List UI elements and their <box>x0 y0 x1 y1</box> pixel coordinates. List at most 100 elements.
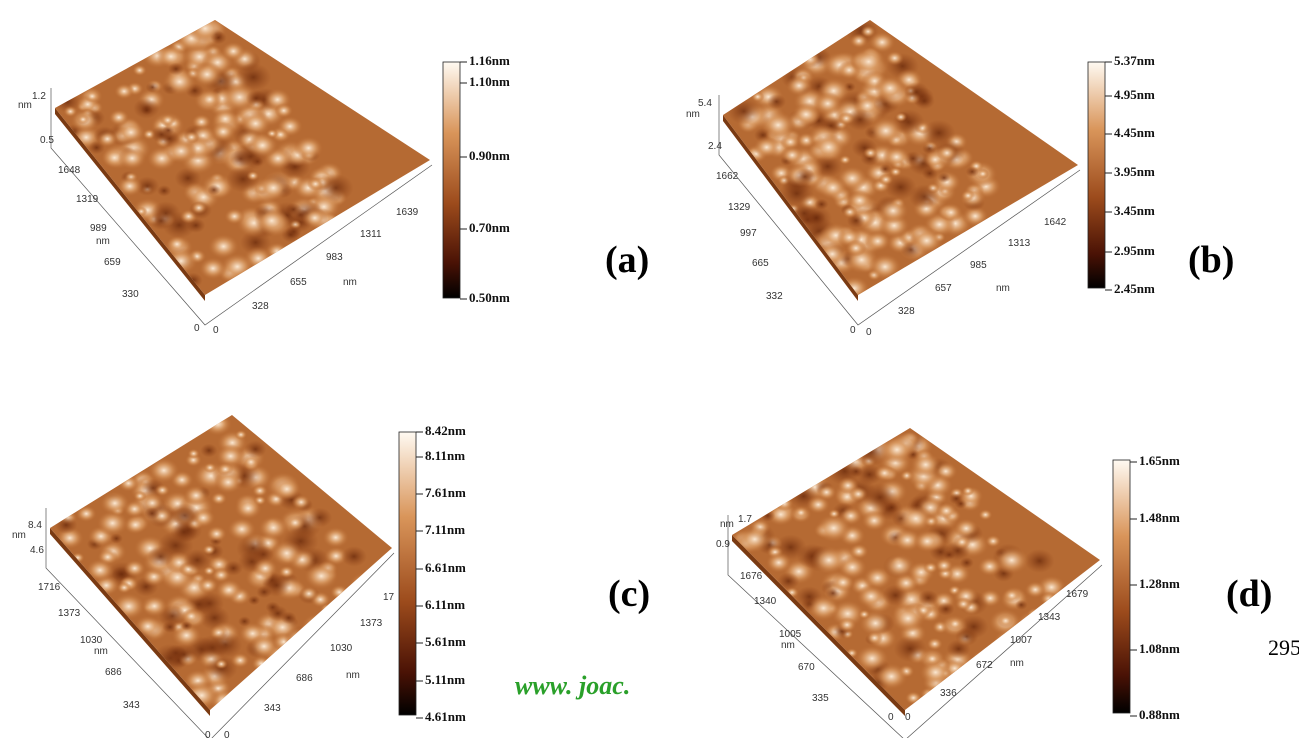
surface-peak <box>198 90 220 108</box>
surface-peak <box>883 146 911 168</box>
y-axis-label: 328 <box>252 301 269 312</box>
panel-label: (c) <box>608 573 650 615</box>
z-axis-label: 2.4 <box>708 141 722 152</box>
surface-pit <box>909 184 940 209</box>
x-axis-label: nm <box>781 640 795 651</box>
x-axis-label: 997 <box>740 228 757 239</box>
surface-pit <box>937 602 954 616</box>
y-axis-label: nm <box>343 277 357 288</box>
surface-peak <box>247 171 260 181</box>
surface-peak <box>913 530 941 552</box>
colorbar-label: 5.11nm <box>425 672 465 687</box>
surface-peak <box>124 560 146 577</box>
y-axis-label: 1007 <box>1010 635 1033 646</box>
surface-peak <box>905 691 922 705</box>
surface-peak <box>167 236 188 253</box>
colorbar-label: 3.95nm <box>1114 164 1155 179</box>
z-axis-label: nm <box>720 519 734 530</box>
y-axis-label: 1679 <box>1066 589 1089 600</box>
z-axis-label: 5.4 <box>698 98 712 109</box>
surface-peak <box>302 614 332 638</box>
surface-pit <box>966 166 979 177</box>
y-axis-label: 983 <box>326 252 343 263</box>
surface-pit <box>285 203 301 216</box>
surface-peak <box>155 484 170 496</box>
surface-peak <box>947 617 964 630</box>
surface-pit <box>150 212 172 230</box>
x-axis-label: 0 <box>194 323 200 334</box>
colorbar-label: 1.16nm <box>469 53 510 68</box>
surface-peak <box>955 597 972 610</box>
colorbar-label: 0.50nm <box>469 290 510 305</box>
surface-peak <box>856 585 885 608</box>
surface-peak <box>160 114 176 126</box>
colorbar-label: 0.70nm <box>469 220 510 235</box>
surface-peak <box>775 496 794 511</box>
surface-peak <box>794 507 809 519</box>
surface-peak <box>1046 595 1066 611</box>
afm-panel: 5.4nm2.41662132999766533200328657985nm13… <box>686 17 1234 338</box>
surface-peak <box>183 485 209 506</box>
surface-peak <box>251 656 271 672</box>
surface-peak <box>215 659 228 669</box>
surface-peak <box>865 231 891 252</box>
surface-pit <box>278 645 299 662</box>
surface-peak <box>1003 588 1021 602</box>
x-axis-label: 0 <box>205 730 211 738</box>
surface-peak <box>214 471 243 494</box>
y-axis-label: 17 <box>383 592 395 603</box>
surface-peak <box>899 505 932 532</box>
colorbar-label: 6.11nm <box>425 597 465 612</box>
y-axis-label: 0 <box>866 327 872 338</box>
surface-pit <box>207 185 220 196</box>
colorbar <box>443 62 460 298</box>
surface-pit <box>794 168 816 185</box>
surface-pit <box>55 516 77 534</box>
surface-peak <box>328 600 355 622</box>
surface-peak <box>953 535 970 549</box>
surface-peak <box>224 208 245 225</box>
x-axis-label: 1340 <box>754 596 777 607</box>
surface-pit <box>245 440 267 458</box>
surface-peak <box>868 254 901 280</box>
surface-peak <box>320 603 334 614</box>
panel-label: (a) <box>605 239 649 281</box>
colorbar-label: 4.95nm <box>1114 87 1155 102</box>
x-axis-label: 1373 <box>58 608 81 619</box>
surface-peak <box>962 486 974 496</box>
surface-pit <box>760 510 775 522</box>
surface-peak <box>937 145 958 162</box>
surface-peak <box>818 176 848 200</box>
surface-peak <box>923 562 938 574</box>
surface-peak <box>786 75 813 96</box>
surface-pit <box>319 174 354 202</box>
surface-peak <box>863 147 878 159</box>
surface-peak <box>188 15 223 43</box>
colorbar-label: 1.28nm <box>1139 576 1180 591</box>
surface-peak <box>838 617 857 632</box>
surface-pit <box>151 126 172 143</box>
z-axis-label: 0.9 <box>716 539 730 550</box>
surface-peak <box>886 51 904 66</box>
surface-peak <box>187 449 199 459</box>
z-axis-label: nm <box>12 530 26 541</box>
surface-peak <box>781 146 804 165</box>
figure: www. joac. 295 1.2nm0.516481319989nm6593… <box>0 0 1299 738</box>
surface-peak <box>302 208 328 229</box>
surface-peak <box>307 177 324 191</box>
surface-peak <box>270 540 303 566</box>
colorbar-label: 7.11nm <box>425 522 465 537</box>
surface-pit <box>148 546 174 567</box>
y-axis-label: nm <box>1010 658 1024 669</box>
surface-pit <box>236 535 270 562</box>
surface-peak <box>211 492 227 505</box>
surface-peak <box>861 510 887 531</box>
surface-peak <box>235 430 247 440</box>
x-axis-label: 1662 <box>716 171 739 182</box>
y-axis-label: 672 <box>976 660 993 671</box>
surface-peak <box>961 190 975 201</box>
x-axis-label: 1676 <box>740 571 763 582</box>
surface-pit <box>168 63 184 76</box>
y-axis-label: nm <box>996 283 1010 294</box>
surface-peak <box>813 92 842 115</box>
